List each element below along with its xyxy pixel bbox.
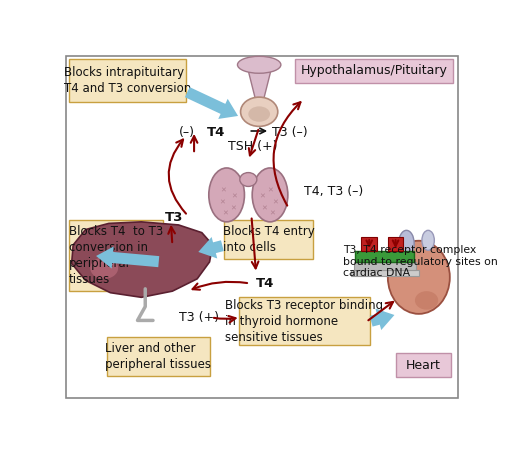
- Text: Blocks T4 entry
into cells: Blocks T4 entry into cells: [223, 225, 314, 254]
- Polygon shape: [72, 222, 213, 297]
- FancyBboxPatch shape: [68, 58, 187, 102]
- Text: TSH (+): TSH (+): [228, 140, 277, 153]
- Text: ✕: ✕: [260, 194, 265, 199]
- FancyBboxPatch shape: [68, 220, 163, 291]
- FancyBboxPatch shape: [351, 270, 419, 276]
- Text: Blocks intrapituitary
T4 and T3 conversion: Blocks intrapituitary T4 and T3 conversi…: [64, 66, 191, 94]
- Text: T4: T4: [206, 126, 225, 139]
- Ellipse shape: [241, 97, 278, 126]
- Text: T4, T3 (–): T4, T3 (–): [304, 184, 363, 198]
- Text: T3, T4 receptor complex
bound to regulatory sites on
cardiac DNA: T3, T4 receptor complex bound to regulat…: [343, 245, 498, 278]
- Ellipse shape: [415, 291, 438, 310]
- Text: Blocks T3 receptor binding
in thyroid hormone
sensitive tissues: Blocks T3 receptor binding in thyroid ho…: [225, 299, 384, 344]
- Ellipse shape: [238, 56, 281, 73]
- FancyBboxPatch shape: [388, 237, 403, 251]
- FancyBboxPatch shape: [295, 58, 453, 83]
- Text: ✕: ✕: [221, 187, 226, 194]
- Text: ✕: ✕: [219, 200, 225, 206]
- FancyBboxPatch shape: [354, 262, 416, 270]
- Text: ✕: ✕: [222, 211, 228, 216]
- FancyBboxPatch shape: [223, 220, 313, 259]
- Text: T4: T4: [256, 277, 274, 290]
- Text: Blocks T4  to T3
conversion in
peripheral
tissues: Blocks T4 to T3 conversion in peripheral…: [68, 225, 163, 286]
- Text: Heart: Heart: [406, 359, 441, 372]
- Ellipse shape: [388, 241, 450, 314]
- Ellipse shape: [248, 106, 270, 122]
- Text: ✕: ✕: [267, 187, 273, 194]
- Polygon shape: [246, 62, 273, 99]
- FancyBboxPatch shape: [239, 297, 370, 345]
- Text: Liver and other
peripheral tissues: Liver and other peripheral tissues: [105, 342, 212, 371]
- Text: ✕: ✕: [269, 211, 274, 216]
- Ellipse shape: [90, 257, 118, 279]
- Text: ✕: ✕: [272, 200, 277, 206]
- FancyBboxPatch shape: [107, 338, 210, 376]
- Text: T3 (–): T3 (–): [271, 126, 307, 139]
- Ellipse shape: [209, 168, 244, 222]
- Ellipse shape: [399, 230, 414, 256]
- FancyBboxPatch shape: [361, 237, 377, 251]
- Text: ✕: ✕: [230, 205, 236, 211]
- Text: T3: T3: [165, 211, 183, 224]
- Ellipse shape: [252, 168, 288, 222]
- Text: Hypothalamus/Pituitary: Hypothalamus/Pituitary: [300, 64, 447, 77]
- FancyBboxPatch shape: [355, 251, 414, 262]
- FancyBboxPatch shape: [396, 353, 451, 378]
- Text: T3 (+): T3 (+): [178, 311, 219, 324]
- Text: ✕: ✕: [231, 194, 237, 199]
- Text: ✕: ✕: [261, 205, 267, 211]
- Ellipse shape: [240, 173, 257, 186]
- Ellipse shape: [422, 230, 434, 250]
- Text: (–): (–): [178, 126, 195, 139]
